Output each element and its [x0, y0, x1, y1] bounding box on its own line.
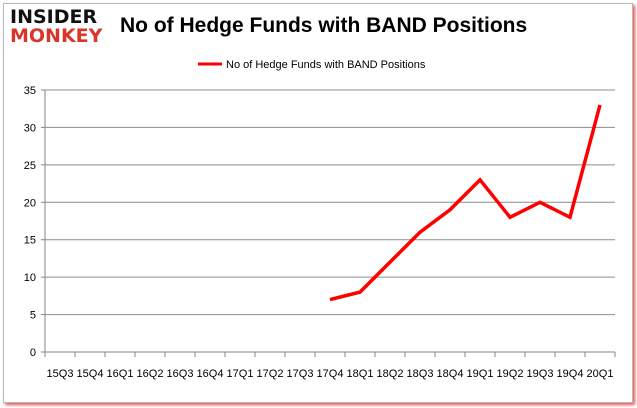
x-tick-label: 18Q4 — [437, 368, 464, 380]
x-tick-label: 16Q1 — [107, 368, 134, 380]
x-tick-label: 18Q2 — [377, 368, 404, 380]
legend-label: No of Hedge Funds with BAND Positions — [226, 59, 426, 71]
y-tick-label: 15 — [24, 235, 36, 247]
series-line — [329, 104, 602, 302]
x-tick-label: 16Q2 — [137, 368, 164, 380]
y-tick-label: 35 — [24, 85, 36, 97]
x-tick-label: 18Q3 — [407, 368, 434, 380]
x-tick-label: 17Q1 — [227, 368, 254, 380]
x-tick-label: 15Q3 — [47, 368, 74, 380]
y-tick-label: 10 — [24, 272, 36, 284]
legend: No of Hedge Funds with BAND Positions — [198, 59, 426, 71]
chart-title: No of Hedge Funds with BAND Positions — [120, 14, 528, 37]
x-tick-label: 17Q3 — [287, 368, 314, 380]
logo-line1: INSIDER — [10, 6, 98, 28]
x-tick-label: 15Q4 — [77, 368, 104, 380]
x-tick-label: 19Q4 — [557, 368, 584, 380]
x-tick-label: 20Q1 — [587, 368, 614, 380]
x-tick-label: 19Q2 — [497, 368, 524, 380]
x-tick-label: 17Q2 — [257, 368, 284, 380]
insider-monkey-logo: INSIDER MONKEY — [10, 8, 102, 46]
x-tick-label: 18Q1 — [347, 368, 374, 380]
x-tick-label: 17Q4 — [317, 368, 344, 380]
logo-line2: MONKEY — [10, 25, 103, 47]
y-tick-label: 5 — [30, 310, 36, 322]
x-tick-label: 16Q4 — [197, 368, 224, 380]
y-tick-label: 20 — [24, 197, 36, 209]
x-tick-label: 19Q3 — [527, 368, 554, 380]
y-tick-label: 0 — [30, 347, 36, 359]
chart-frame — [3, 3, 633, 403]
x-tick-label: 19Q1 — [467, 368, 494, 380]
y-tick-label: 30 — [24, 122, 36, 134]
x-tick-label: 16Q3 — [167, 368, 194, 380]
y-tick-label: 25 — [24, 160, 36, 172]
